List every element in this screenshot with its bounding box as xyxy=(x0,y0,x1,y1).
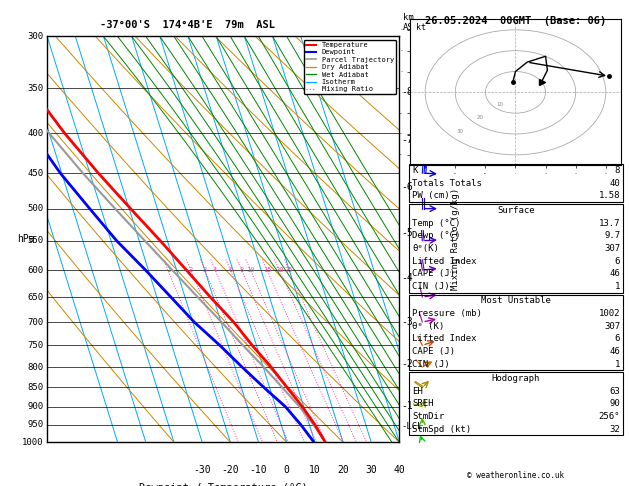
Text: 750: 750 xyxy=(28,341,43,350)
Text: 25: 25 xyxy=(285,267,293,273)
Text: 10: 10 xyxy=(246,267,255,273)
Text: 30: 30 xyxy=(365,465,377,475)
Text: 10: 10 xyxy=(496,102,503,107)
Text: 650: 650 xyxy=(28,293,43,301)
Text: 700: 700 xyxy=(28,317,43,327)
Text: 400: 400 xyxy=(28,129,43,138)
Text: 850: 850 xyxy=(28,383,43,392)
Text: CIN (J): CIN (J) xyxy=(412,282,450,291)
Text: 2: 2 xyxy=(189,267,193,273)
Text: K: K xyxy=(412,166,418,175)
Text: 6: 6 xyxy=(615,334,620,344)
Text: CAPE (J): CAPE (J) xyxy=(412,347,455,356)
Text: Lifted Index: Lifted Index xyxy=(412,334,477,344)
Text: 20: 20 xyxy=(337,465,349,475)
Text: km
ASL: km ASL xyxy=(403,13,419,33)
Text: 307: 307 xyxy=(604,244,620,253)
Text: 1: 1 xyxy=(166,267,170,273)
Text: kt: kt xyxy=(416,23,426,32)
Text: 15: 15 xyxy=(263,267,271,273)
Text: -LCL: -LCL xyxy=(401,422,423,431)
Text: Dewp (°C): Dewp (°C) xyxy=(412,231,460,241)
Text: Temp (°C): Temp (°C) xyxy=(412,219,460,228)
Text: 550: 550 xyxy=(28,236,43,245)
Text: 800: 800 xyxy=(28,363,43,372)
Text: -30: -30 xyxy=(193,465,211,475)
Text: 0: 0 xyxy=(284,465,289,475)
Text: 1: 1 xyxy=(615,360,620,369)
Text: -20: -20 xyxy=(221,465,239,475)
Text: 63: 63 xyxy=(610,387,620,396)
Text: θᵉ (K): θᵉ (K) xyxy=(412,322,444,331)
Text: -37°00'S  174°4B'E  79m  ASL: -37°00'S 174°4B'E 79m ASL xyxy=(100,20,275,30)
Legend: Temperature, Dewpoint, Parcel Trajectory, Dry Adiabat, Wet Adiabat, Isotherm, Mi: Temperature, Dewpoint, Parcel Trajectory… xyxy=(304,40,396,94)
Text: 350: 350 xyxy=(28,84,43,93)
Text: -10: -10 xyxy=(250,465,267,475)
Text: -7: -7 xyxy=(401,135,413,145)
Text: Totals Totals: Totals Totals xyxy=(412,179,482,188)
Text: -8: -8 xyxy=(401,87,413,97)
Text: 10: 10 xyxy=(309,465,321,475)
Text: Pressure (mb): Pressure (mb) xyxy=(412,309,482,318)
Text: -5: -5 xyxy=(401,228,413,238)
Text: 6: 6 xyxy=(615,257,620,266)
Text: 20: 20 xyxy=(476,115,483,121)
Text: PW (cm): PW (cm) xyxy=(412,191,450,201)
Text: © weatheronline.co.uk: © weatheronline.co.uk xyxy=(467,471,564,480)
Text: 9.7: 9.7 xyxy=(604,231,620,241)
Text: -3: -3 xyxy=(401,317,413,327)
Text: CIN (J): CIN (J) xyxy=(412,360,450,369)
Text: 46: 46 xyxy=(610,347,620,356)
Text: StmDir: StmDir xyxy=(412,412,444,421)
Text: 3: 3 xyxy=(203,267,207,273)
Text: StmSpd (kt): StmSpd (kt) xyxy=(412,425,471,434)
Text: 30: 30 xyxy=(457,129,464,134)
Text: 90: 90 xyxy=(610,399,620,409)
Text: 1002: 1002 xyxy=(599,309,620,318)
Text: 6: 6 xyxy=(228,267,233,273)
Text: 13.7: 13.7 xyxy=(599,219,620,228)
Text: 1000: 1000 xyxy=(22,438,43,447)
Text: 300: 300 xyxy=(28,32,43,41)
Text: 40: 40 xyxy=(610,179,620,188)
Text: -2: -2 xyxy=(401,360,413,369)
Text: Surface: Surface xyxy=(497,206,535,215)
Text: EH: EH xyxy=(412,387,423,396)
Text: 600: 600 xyxy=(28,265,43,275)
Text: θᵉ(K): θᵉ(K) xyxy=(412,244,439,253)
Text: 500: 500 xyxy=(28,204,43,213)
Text: 1: 1 xyxy=(615,282,620,291)
Text: 32: 32 xyxy=(610,425,620,434)
Text: -4: -4 xyxy=(401,273,413,283)
Text: Dewpoint / Temperature (°C): Dewpoint / Temperature (°C) xyxy=(139,483,308,486)
Text: 4: 4 xyxy=(213,267,218,273)
Text: hPa: hPa xyxy=(17,234,35,244)
Text: 26.05.2024  00GMT  (Base: 06): 26.05.2024 00GMT (Base: 06) xyxy=(425,16,606,26)
Text: Hodograph: Hodograph xyxy=(492,374,540,383)
Text: 950: 950 xyxy=(28,420,43,430)
Text: Mixing Ratio (g/kg): Mixing Ratio (g/kg) xyxy=(451,188,460,291)
Text: 40: 40 xyxy=(394,465,405,475)
Text: 256°: 256° xyxy=(599,412,620,421)
Text: -6: -6 xyxy=(401,182,413,192)
Text: 450: 450 xyxy=(28,169,43,177)
Text: Lifted Index: Lifted Index xyxy=(412,257,477,266)
Text: 8: 8 xyxy=(615,166,620,175)
Text: 307: 307 xyxy=(604,322,620,331)
Text: 46: 46 xyxy=(610,269,620,278)
Text: 1.58: 1.58 xyxy=(599,191,620,201)
Text: -1: -1 xyxy=(401,401,413,411)
Text: 20: 20 xyxy=(275,267,284,273)
Text: 8: 8 xyxy=(240,267,243,273)
Text: CAPE (J): CAPE (J) xyxy=(412,269,455,278)
Text: 900: 900 xyxy=(28,402,43,411)
Text: SREH: SREH xyxy=(412,399,433,409)
Text: Most Unstable: Most Unstable xyxy=(481,296,551,306)
